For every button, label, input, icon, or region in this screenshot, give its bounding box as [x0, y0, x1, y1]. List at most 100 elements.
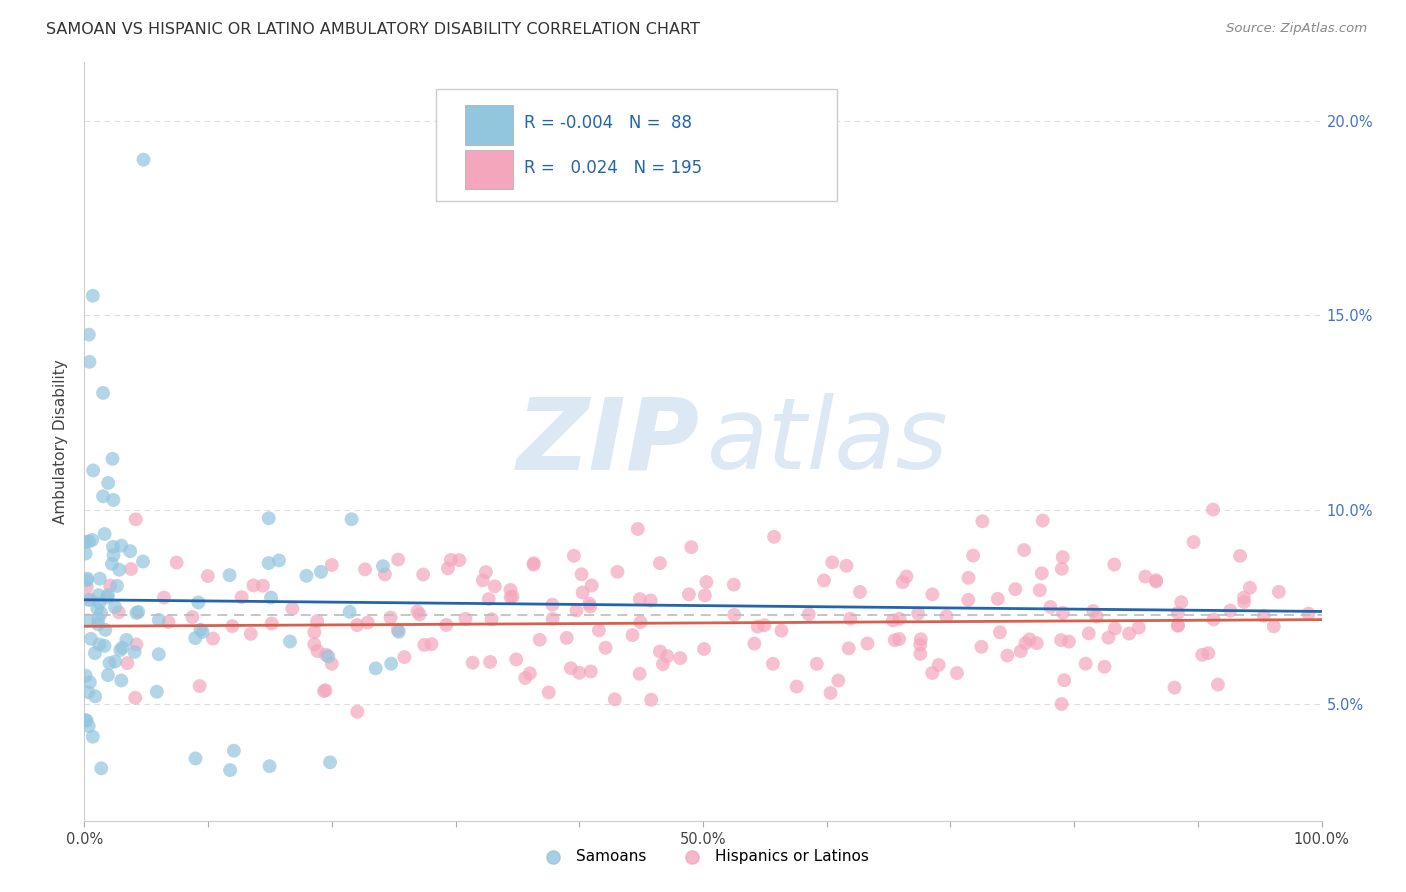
Point	[1032, 514, 1054, 528]
Point	[125, 638, 148, 652]
Point	[763, 530, 786, 544]
Point	[541, 612, 564, 626]
Point	[1077, 626, 1099, 640]
Point	[87, 612, 110, 626]
Point	[259, 759, 281, 773]
Point	[723, 577, 745, 591]
Point	[364, 661, 387, 675]
Point	[408, 607, 430, 622]
Point	[197, 569, 219, 583]
Point	[910, 632, 932, 647]
Point	[797, 607, 820, 622]
Point	[723, 607, 745, 622]
Point	[648, 556, 671, 570]
Point	[962, 549, 984, 563]
Point	[1085, 609, 1108, 624]
Point	[454, 612, 477, 626]
Point	[124, 690, 146, 705]
Point	[1104, 558, 1126, 572]
Point	[838, 641, 860, 656]
Point	[110, 539, 132, 553]
Point	[388, 624, 411, 639]
Point	[89, 596, 111, 610]
Point	[1135, 569, 1157, 583]
Point	[406, 605, 429, 619]
Point	[420, 637, 443, 651]
Point	[519, 666, 541, 681]
Point	[82, 463, 104, 477]
Point	[987, 591, 1010, 606]
Point	[681, 540, 703, 554]
Point	[578, 597, 600, 611]
Point	[606, 565, 628, 579]
Point	[695, 575, 717, 590]
Point	[103, 493, 125, 508]
Point	[693, 588, 716, 602]
Point	[747, 619, 769, 633]
Point	[995, 648, 1018, 663]
Point	[1144, 574, 1167, 588]
Point	[312, 684, 335, 698]
Point	[96, 591, 118, 605]
Point	[1191, 648, 1213, 662]
Point	[693, 642, 716, 657]
Point	[101, 540, 124, 554]
Point	[1031, 566, 1053, 581]
Point	[354, 562, 377, 576]
Point	[166, 556, 188, 570]
Point	[515, 671, 537, 685]
Point	[628, 592, 651, 607]
Point	[786, 680, 808, 694]
Point	[115, 632, 138, 647]
Point	[678, 587, 700, 601]
Point	[111, 640, 134, 655]
Point	[1050, 633, 1073, 648]
Point	[218, 568, 240, 582]
Point	[77, 327, 100, 342]
Point	[94, 623, 117, 637]
Point	[117, 656, 139, 670]
Point	[461, 656, 484, 670]
Point	[988, 625, 1011, 640]
Point	[1170, 595, 1192, 609]
Point	[744, 637, 766, 651]
Point	[499, 591, 522, 605]
Point	[1202, 502, 1225, 516]
Point	[1025, 636, 1047, 650]
Point	[148, 613, 170, 627]
Point	[1083, 604, 1105, 618]
Point	[1057, 634, 1080, 648]
Point	[307, 644, 329, 658]
Point	[222, 744, 245, 758]
Point	[657, 649, 679, 664]
Point	[91, 489, 114, 503]
Point	[957, 571, 980, 585]
Point	[1167, 606, 1189, 620]
Point	[231, 591, 253, 605]
Point	[125, 606, 148, 620]
Point	[257, 511, 280, 525]
Point	[97, 588, 120, 602]
Point	[252, 579, 274, 593]
Point	[75, 547, 97, 561]
Point	[1028, 583, 1050, 598]
Point	[148, 647, 170, 661]
Point	[896, 569, 918, 583]
Point	[315, 683, 337, 698]
Point	[437, 561, 460, 575]
Point	[1018, 632, 1040, 647]
Point	[1052, 550, 1074, 565]
Point	[75, 669, 97, 683]
Point	[304, 625, 326, 640]
Point	[628, 666, 651, 681]
Point	[827, 673, 849, 688]
Point	[77, 685, 100, 699]
Point	[356, 615, 378, 630]
Point	[588, 624, 610, 638]
Point	[309, 565, 332, 579]
Point	[315, 648, 337, 662]
Point	[910, 638, 932, 652]
Text: R =   0.024   N = 195: R = 0.024 N = 195	[524, 159, 703, 177]
Point	[86, 601, 108, 615]
Point	[835, 558, 858, 573]
